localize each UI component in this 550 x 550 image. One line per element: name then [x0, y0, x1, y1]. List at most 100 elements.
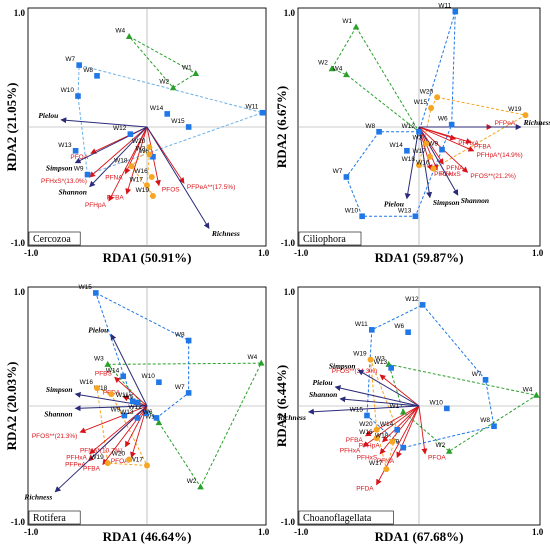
site-label: W14	[380, 421, 394, 428]
x-tick-label: -1.0	[294, 248, 309, 258]
site-marker-circle	[373, 435, 380, 442]
site-marker-triangle	[257, 359, 265, 366]
site-label: W15	[350, 407, 364, 414]
site-marker-square	[369, 327, 375, 333]
diversity-index-label: Pielou	[38, 111, 58, 120]
y-tick-label: 1.0	[284, 287, 296, 297]
pollutant-label: PFPeA	[495, 120, 516, 127]
diversity-index-label: Richness	[277, 413, 306, 422]
site-marker-circle	[423, 140, 430, 147]
site-marker-circle	[373, 426, 380, 433]
rda-panel-rotifera: -1.0 1.0 1.0 -1.0 RDA1 (46.64%) RDA2 (20.03%)…	[4, 284, 270, 544]
pollutant-label: PFHxA	[66, 455, 87, 462]
rda-panel-cercozoa: -1.0 1.0 1.0 -1.0 RDA1 (50.91%) RDA2 (21.05%)…	[4, 7, 270, 265]
diversity-index-arrow	[339, 396, 420, 407]
site-label: W4	[333, 66, 343, 73]
site-marker-circle	[94, 385, 101, 392]
panel-label-box	[28, 510, 81, 525]
site-label: W17	[369, 460, 383, 467]
pollutant-label: PFHpA*(14.9%)	[476, 152, 522, 159]
site-label: W1	[182, 64, 192, 71]
site-marker-square	[84, 171, 91, 178]
group-hull	[128, 36, 197, 89]
site-label: W10	[429, 399, 443, 406]
site-marker-circle	[148, 173, 155, 180]
site-marker-circle	[367, 356, 374, 363]
site-label: W16	[134, 168, 148, 175]
diversity-index-arrow	[146, 126, 210, 230]
y-tick-label: -1.0	[11, 517, 26, 527]
site-label: W7	[472, 371, 482, 378]
site-marker-square	[452, 8, 459, 15]
diversity-index-arrow	[307, 405, 420, 415]
pollutant-arrow	[108, 126, 148, 202]
pollutant-label: PFPeA	[65, 462, 86, 469]
diversity-index-label: Simpson	[433, 198, 460, 207]
site-label: W6	[139, 148, 149, 155]
y-tick-label: 1.0	[14, 287, 26, 297]
pollutant-label: PFHxS	[357, 455, 378, 462]
site-label: W11	[438, 3, 451, 10]
site-marker-square	[405, 329, 411, 336]
site-marker-square	[156, 379, 162, 385]
site-marker-square	[120, 373, 126, 380]
site-marker-square	[259, 109, 266, 116]
site-marker-square	[388, 365, 394, 371]
site-label: W12	[402, 123, 416, 130]
site-marker-square	[343, 174, 350, 180]
site-label: W12	[113, 125, 127, 132]
group-hull	[77, 64, 265, 176]
group-hull	[388, 363, 538, 452]
pollutant-label: PFNA	[377, 458, 395, 465]
pollutant-label: PFOS	[162, 186, 180, 193]
site-label: W10	[61, 87, 75, 94]
site-marker-square	[400, 444, 407, 451]
diversity-index-arrow	[74, 126, 148, 164]
pollutant-label: PFBA	[107, 195, 125, 202]
site-label: W20	[359, 421, 373, 428]
y-tick-label: 1.0	[284, 8, 296, 18]
x-tick-label: 1.0	[532, 248, 544, 258]
pollutant-label: PFNA	[105, 174, 123, 181]
site-marker-square	[444, 405, 450, 412]
pollutant-arrow	[79, 405, 148, 434]
panel-label: Rotifera	[33, 513, 66, 524]
x-tick-label: 1.0	[258, 248, 270, 258]
pollutant-label: PFDA	[356, 486, 374, 493]
site-label: W4	[523, 386, 533, 393]
y-tick-label: -1.0	[281, 517, 296, 527]
site-label: W7	[65, 56, 75, 63]
site-label: W3	[136, 145, 146, 152]
site-label: W9	[428, 141, 438, 148]
y-axis-label: RDA2 (20.03%)	[4, 362, 19, 451]
site-label: W3	[94, 355, 104, 362]
site-label: W8	[83, 67, 93, 74]
site-label: W8	[175, 332, 185, 339]
x-axis-label: RDA1 (67.68%)	[375, 529, 464, 544]
x-tick-label: -1.0	[24, 248, 39, 258]
site-marker-square	[134, 415, 141, 421]
pollutant-label: PFHpA	[359, 443, 381, 450]
site-marker-square	[491, 423, 497, 430]
rda-panel-choanoflagellata: -1.0 1.0 1.0 -1.0 RDA1 (67.68%) RDA2 (6.44%) P…	[274, 286, 544, 544]
site-label: W15	[414, 99, 428, 106]
site-label: W4	[247, 354, 257, 361]
site-label: W18	[114, 157, 128, 164]
site-label: W13	[58, 142, 72, 149]
site-marker-circle	[104, 460, 111, 467]
site-label: W16	[359, 429, 373, 436]
panel-label-box	[298, 510, 394, 525]
site-marker-circle	[128, 163, 135, 170]
site-label: W17	[413, 148, 427, 155]
group-hull	[345, 11, 456, 217]
site-marker-circle	[108, 391, 115, 398]
site-label: W2	[159, 79, 169, 86]
site-marker-square	[482, 377, 489, 383]
site-marker-circle	[144, 182, 150, 189]
site-label: W2	[187, 478, 197, 485]
site-marker-square	[185, 337, 192, 344]
site-label: W14	[390, 142, 404, 149]
site-marker-triangle	[192, 69, 200, 76]
diversity-index-arrow	[60, 117, 148, 128]
site-marker-square	[76, 62, 82, 68]
